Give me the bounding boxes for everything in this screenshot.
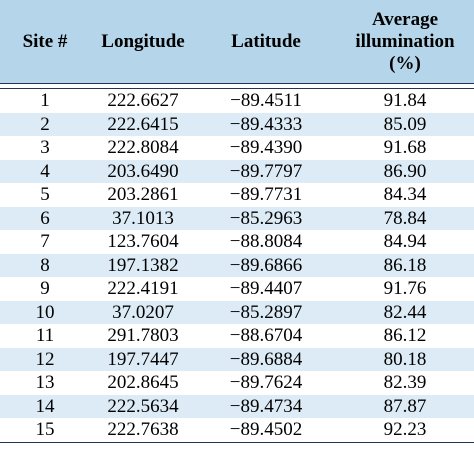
table-row: 4 203.6490 −89.7797 86.90 [0, 159, 474, 183]
table-body: 1 222.6627 −89.4511 91.84 2 222.6415 −89.4333 8… [0, 89, 474, 442]
table-row: 3 222.8084 −89.4390 91.68 [0, 136, 474, 160]
cell-longitude: 222.7638 [107, 419, 179, 440]
table-row: 9 222.4191 −89.4407 91.76 [0, 277, 474, 301]
table-row: 12 197.7447 −89.6884 80.18 [0, 347, 474, 371]
cell-site: 15 [35, 419, 55, 440]
cell-illumination: 84.34 [383, 184, 427, 205]
header-site: Site # [22, 30, 68, 52]
cell-site: 10 [35, 301, 55, 323]
cell-latitude: −88.6704 [229, 325, 303, 346]
cell-illumination: 86.18 [383, 254, 427, 276]
cell-site: 14 [35, 395, 55, 417]
cell-site: 11 [35, 325, 55, 346]
table-header: Site # Longitude Latitude Average illumi… [0, 0, 474, 84]
cell-illumination: 80.18 [383, 348, 427, 370]
cell-illumination: 92.23 [383, 419, 427, 440]
table-row: 2 222.6415 −89.4333 85.09 [0, 112, 474, 136]
cell-illumination: 86.90 [383, 160, 427, 182]
cell-illumination: 78.84 [383, 207, 427, 229]
header-divider [0, 84, 474, 89]
cell-longitude: 222.4191 [107, 278, 179, 299]
table-row: 11 291.7803 −88.6704 86.12 [0, 324, 474, 348]
cell-longitude: 123.7604 [107, 231, 179, 252]
cell-illumination: 85.09 [383, 113, 427, 135]
cell-latitude: −89.4511 [230, 90, 302, 111]
cell-site: 7 [40, 231, 50, 252]
cell-longitude: 37.0207 [112, 301, 174, 323]
cell-latitude: −89.7731 [229, 184, 303, 205]
cell-site: 9 [40, 278, 50, 299]
table-row: 10 37.0207 −85.2897 82.44 [0, 300, 474, 324]
cell-longitude: 222.8084 [107, 137, 179, 158]
cell-illumination: 91.76 [383, 278, 427, 299]
cell-illumination: 86.12 [383, 325, 427, 346]
header-longitude: Longitude [101, 30, 185, 52]
table-row: 6 37.1013 −85.2963 78.84 [0, 206, 474, 230]
cell-site: 3 [40, 137, 50, 158]
cell-longitude: 222.5634 [107, 395, 179, 417]
cell-longitude: 222.6627 [107, 90, 179, 111]
cell-latitude: −89.4407 [229, 278, 303, 299]
cell-site: 4 [40, 160, 50, 182]
table-row: 1 222.6627 −89.4511 91.84 [0, 89, 474, 113]
header-illumination-line1: Average [371, 8, 439, 30]
cell-site: 5 [40, 184, 50, 205]
bottom-rule [0, 442, 474, 443]
cell-site: 6 [40, 207, 50, 229]
table-row: 14 222.5634 −89.4734 87.87 [0, 394, 474, 418]
cell-latitude: −88.8084 [229, 231, 303, 252]
cell-site: 1 [40, 90, 50, 111]
cell-illumination: 82.44 [383, 301, 427, 323]
header-illumination-line2: illumination [355, 30, 455, 52]
cell-longitude: 203.6490 [107, 160, 179, 182]
cell-latitude: −89.6884 [229, 348, 303, 370]
cell-latitude: −89.7624 [229, 372, 303, 393]
cell-longitude: 37.1013 [112, 207, 174, 229]
cell-latitude: −89.4333 [229, 113, 303, 135]
cell-longitude: 222.6415 [107, 113, 179, 135]
table-row: 5 203.2861 −89.7731 84.34 [0, 183, 474, 207]
cell-illumination: 91.68 [383, 137, 427, 158]
table-row: 15 222.7638 −89.4502 92.23 [0, 418, 474, 442]
header-illumination-line3: (%) [389, 52, 421, 74]
cell-longitude: 197.1382 [107, 254, 179, 276]
header-latitude: Latitude [231, 30, 301, 52]
cell-illumination: 84.94 [383, 231, 427, 252]
table-row: 13 202.8645 −89.7624 82.39 [0, 371, 474, 395]
header-illumination: Average illumination (%) [336, 0, 474, 83]
cell-latitude: −89.4734 [229, 395, 303, 417]
cell-latitude: −85.2963 [229, 207, 303, 229]
cell-latitude: −85.2897 [229, 301, 303, 323]
cell-latitude: −89.6866 [229, 254, 303, 276]
cell-longitude: 197.7447 [107, 348, 179, 370]
cell-illumination: 87.87 [383, 395, 427, 417]
cell-illumination: 91.84 [383, 90, 427, 111]
cell-longitude: 291.7803 [107, 325, 179, 346]
cell-latitude: −89.7797 [229, 160, 303, 182]
cell-illumination: 82.39 [383, 372, 427, 393]
cell-latitude: −89.4502 [229, 419, 303, 440]
cell-site: 12 [35, 348, 55, 370]
cell-longitude: 203.2861 [107, 184, 179, 205]
cell-site: 13 [35, 372, 55, 393]
cell-latitude: −89.4390 [229, 137, 303, 158]
cell-site: 8 [40, 254, 50, 276]
cell-site: 2 [40, 113, 50, 135]
cell-longitude: 202.8645 [107, 372, 179, 393]
table-row: 8 197.1382 −89.6866 86.18 [0, 253, 474, 277]
table-row: 7 123.7604 −88.8084 84.94 [0, 230, 474, 254]
